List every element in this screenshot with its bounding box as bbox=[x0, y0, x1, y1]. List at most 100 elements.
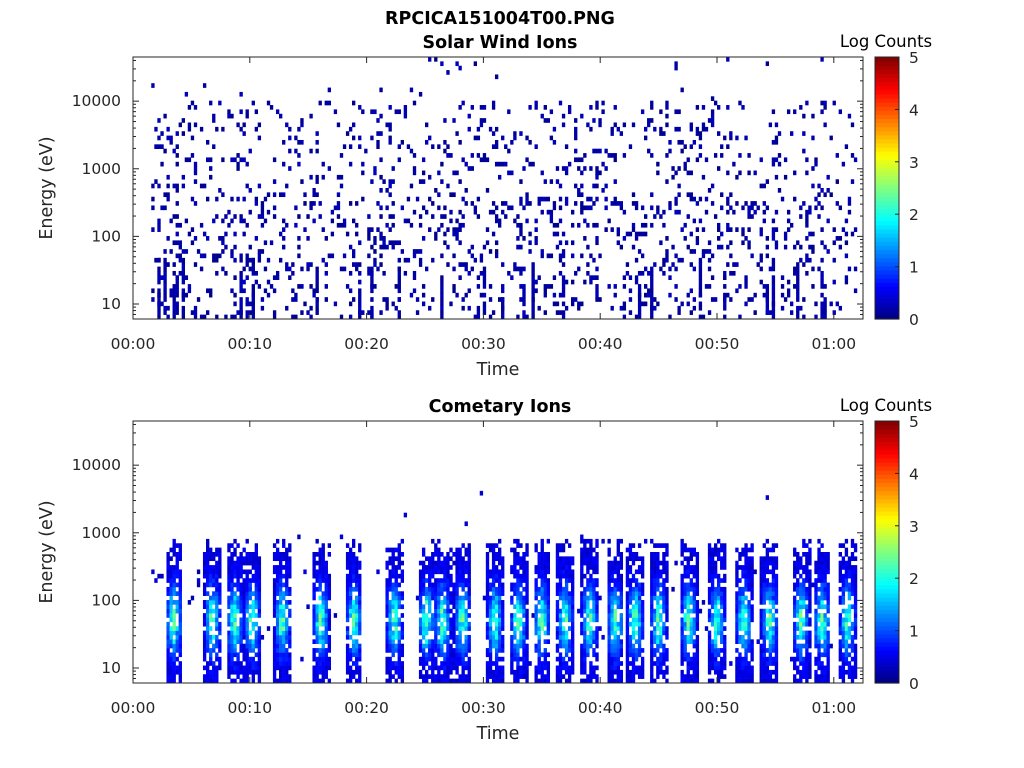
spectrogram-cell bbox=[616, 595, 620, 601]
spectrogram-cell bbox=[221, 218, 225, 224]
spectrogram-cell bbox=[491, 661, 496, 666]
spectrogram-cell bbox=[464, 266, 468, 272]
spectrogram-cell bbox=[771, 292, 776, 298]
spectrogram-cell bbox=[522, 297, 526, 302]
spectrogram-cell bbox=[412, 153, 417, 158]
spectrogram-cell bbox=[455, 218, 459, 224]
spectrogram-cell bbox=[376, 131, 380, 136]
spectrogram-cell bbox=[391, 556, 395, 562]
spectrogram-cell bbox=[257, 582, 262, 588]
spectrogram-cell bbox=[717, 613, 721, 618]
spectrogram-cell bbox=[449, 634, 453, 640]
spectrogram-cell bbox=[345, 643, 350, 649]
spectrogram-cell bbox=[355, 560, 359, 566]
spectrogram-cell bbox=[318, 586, 322, 592]
spectrogram-cell bbox=[790, 310, 794, 315]
spectrogram-cell bbox=[333, 109, 338, 115]
spectrogram-cell bbox=[285, 266, 289, 272]
spectrogram-cell bbox=[592, 578, 596, 583]
spectrogram-cell bbox=[507, 170, 511, 176]
spectrogram-cell bbox=[659, 665, 663, 671]
spectrogram-cell bbox=[400, 634, 405, 640]
spectrogram-cell bbox=[212, 113, 216, 119]
spectrogram-cell bbox=[397, 314, 401, 320]
spectrogram-cell bbox=[397, 630, 401, 636]
spectrogram-cell bbox=[421, 674, 426, 679]
spectrogram-cell bbox=[656, 556, 660, 562]
spectrogram-cell bbox=[607, 634, 611, 640]
spectrogram-cell bbox=[339, 314, 344, 320]
colorbar-segment bbox=[875, 192, 899, 197]
spectrogram-cell bbox=[233, 552, 237, 557]
spectrogram-cell bbox=[610, 560, 614, 566]
spectrogram-cell bbox=[218, 591, 222, 596]
spectrogram-cell bbox=[209, 634, 213, 640]
spectrogram-cell bbox=[637, 621, 642, 627]
spectrogram-cell bbox=[847, 196, 852, 202]
spectrogram-cell bbox=[595, 166, 599, 171]
spectrogram-cell bbox=[321, 608, 325, 614]
spectrogram-cell bbox=[455, 170, 459, 176]
spectrogram-cell bbox=[163, 148, 167, 154]
spectrogram-cell bbox=[531, 284, 535, 289]
spectrogram-cell bbox=[282, 244, 286, 250]
spectrogram-cell bbox=[640, 301, 645, 307]
spectrogram-cell bbox=[543, 665, 547, 671]
spectrogram-cell bbox=[580, 157, 584, 163]
spectrogram-cell bbox=[686, 591, 690, 596]
spectrogram-cell bbox=[403, 218, 408, 224]
spectrogram-cell bbox=[440, 634, 444, 640]
spectrogram-cell bbox=[440, 604, 444, 610]
spectrogram-cell bbox=[494, 543, 499, 548]
spectrogram-cell bbox=[202, 665, 207, 671]
spectrogram-cell bbox=[266, 192, 271, 198]
spectrogram-cell bbox=[257, 634, 262, 640]
spectrogram-cell bbox=[370, 279, 374, 285]
spectrogram-cell bbox=[723, 314, 727, 320]
spectrogram-cell bbox=[656, 209, 660, 215]
spectrogram-cell bbox=[157, 292, 161, 298]
spectrogram-cell bbox=[777, 161, 782, 167]
spectrogram-cell bbox=[662, 652, 666, 658]
spectrogram-cell bbox=[239, 310, 243, 315]
spectrogram-cell bbox=[534, 648, 538, 653]
spectrogram-cell bbox=[388, 556, 392, 562]
spectrogram-cell bbox=[616, 126, 620, 132]
spectrogram-cell bbox=[577, 305, 581, 311]
colorbar-segment bbox=[875, 273, 899, 279]
spectrogram-cell bbox=[607, 569, 611, 575]
spectrogram-cell bbox=[309, 314, 313, 320]
spectrogram-cell bbox=[175, 144, 179, 149]
spectrogram-cell bbox=[793, 270, 797, 276]
spectrogram-cell bbox=[345, 591, 350, 596]
spectrogram-cell bbox=[774, 244, 779, 250]
spectrogram-cell bbox=[324, 600, 328, 605]
spectrogram-cell bbox=[707, 613, 712, 618]
spectrogram-cell bbox=[488, 284, 493, 289]
spectrogram-cell bbox=[543, 556, 547, 562]
spectrogram-cell bbox=[455, 678, 459, 684]
spectrogram-cell bbox=[650, 301, 654, 307]
spectrogram-cell bbox=[157, 279, 161, 285]
spectrogram-cell bbox=[650, 643, 654, 649]
spectrogram-cell bbox=[272, 608, 277, 614]
spectrogram-cell bbox=[388, 608, 392, 614]
spectrogram-cell bbox=[324, 639, 328, 644]
spectrogram-cell bbox=[355, 648, 359, 653]
spectrogram-cell bbox=[637, 626, 642, 631]
spectrogram-cell bbox=[488, 643, 493, 649]
spectrogram-cell bbox=[446, 560, 450, 566]
spectrogram-cell bbox=[589, 552, 593, 557]
spectrogram-cell bbox=[254, 643, 259, 649]
spectrogram-cell bbox=[634, 236, 639, 241]
spectrogram-cell bbox=[671, 586, 675, 592]
spectrogram-cell bbox=[625, 556, 630, 562]
spectrogram-cell bbox=[659, 214, 663, 219]
spectrogram-cell bbox=[723, 284, 727, 289]
spectrogram-cell bbox=[820, 305, 824, 311]
spectrogram-cell bbox=[580, 113, 584, 119]
spectrogram-cell bbox=[546, 626, 551, 631]
spectrogram-cell bbox=[443, 118, 447, 123]
spectrogram-cell bbox=[224, 314, 228, 320]
spectrogram-cell bbox=[561, 565, 566, 570]
